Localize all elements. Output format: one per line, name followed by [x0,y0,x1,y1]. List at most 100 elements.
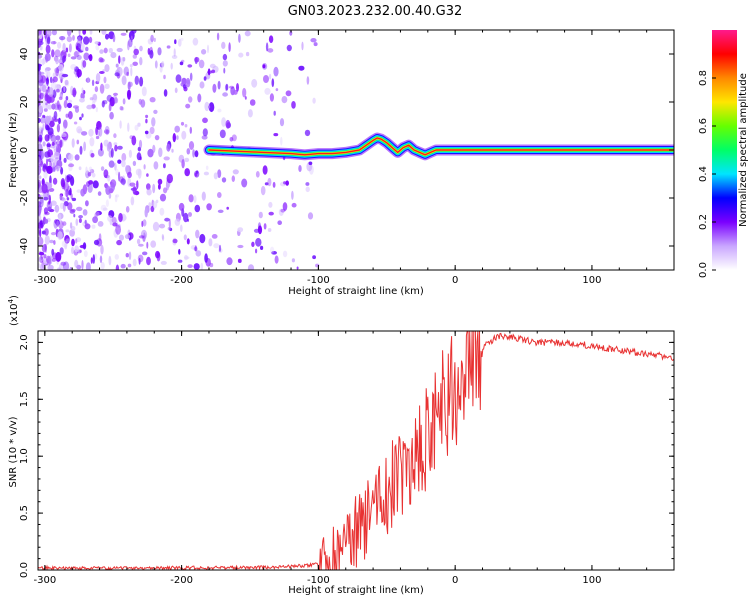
spectrogram-noise-speck [128,149,132,158]
spectrogram-noise-speck [163,187,168,194]
spectrogram-noise-speck [200,262,204,270]
spectrogram-noise-speck [43,207,49,215]
spectrogram-noise-speck [255,248,258,254]
spectrogram-noise-speck [69,222,73,229]
spectrogram-noise-speck [218,244,222,252]
spectrogram-noise-speck [67,30,72,37]
snr-frame [37,330,675,571]
spectrogram-noise-speck [137,254,144,263]
spectrogram-noise-speck [65,238,70,243]
spectrogram-noise-speck [119,106,124,111]
spectrogram-noise [38,30,320,270]
spectrogram-noise-speck [99,71,105,74]
spectrogram-noise-speck [76,126,82,134]
spectrogram-noise-speck [62,182,66,190]
spectrogram-noise-speck [166,143,171,152]
spectrogram-noise-speck [103,47,108,54]
spectrogram-noise-speck [63,119,68,129]
spectrogram-noise-speck [56,206,59,210]
spectrogram-noise-speck [193,195,197,204]
spectrogram-noise-speck [86,104,93,110]
spectrogram-noise-speck [167,227,172,231]
spectrogram-noise-speck [104,64,110,73]
spectrogram-noise-speck [59,36,66,41]
spectrogram-noise-speck [40,263,46,270]
spectrogram-noise-speck [112,34,116,43]
spectrogram-noise-speck [70,64,77,70]
spectrogram-noise-speck [201,49,207,55]
spectrogram-noise-speck [201,191,206,201]
spectrogram-noise-speck [163,156,170,161]
spectrogram-noise-speck [58,117,61,125]
spectrogram-noise-speck [144,130,149,135]
spectrogram-noise-speck [152,144,156,153]
spectrogram-noise-speck [203,171,209,176]
spectrogram-noise-speck [162,235,165,241]
spectrogram-noise-speck [181,77,187,85]
spectrogram-noise-speck [184,157,190,163]
spectrogram-noise-speck [51,116,54,127]
spectrogram-y-label: Frequency (Hz) [8,112,19,188]
spectrogram-noise-speck [121,75,127,86]
spectrogram-noise-speck [105,129,110,134]
spectrogram-noise-speck [283,181,287,185]
spectrogram-noise-speck [107,174,111,182]
spectrogram-noise-speck [100,142,103,151]
spectrogram-noise-speck [125,253,129,258]
spectrogram-noise-speck [160,260,167,265]
spectrogram-noise-speck [100,244,104,255]
spectrogram-noise-speck [193,246,198,252]
spectrogram-noise-speck [53,149,56,153]
spectrogram-noise-speck [76,189,82,193]
spectrogram-noise-speck [104,83,110,90]
spectrogram-noise-speck [153,37,156,43]
spectrogram-y-tick-label: 40 [19,48,30,61]
spectrogram-noise-speck [70,208,76,212]
spectrogram-noise-speck [114,254,120,260]
spectrogram-noise-speck [267,48,274,53]
spectrogram-noise-speck [78,166,82,171]
spectrogram-noise-speck [95,107,98,113]
spectrogram-noise-speck [40,92,45,97]
spectrogram-noise-speck [103,76,107,84]
spectrogram-noise-speck [115,264,120,270]
spectrogram-y-tick-label: 0 [19,147,30,153]
spectrogram-noise-speck [100,166,105,172]
spectrogram-noise-speck [38,205,41,208]
spectrogram-noise-speck [38,154,42,162]
spectrogram-noise-speck [76,45,79,50]
spectrogram-noise-speck [114,194,118,203]
spectrogram-noise-speck [62,127,66,133]
spectrogram-noise-speck [71,197,77,202]
spectrogram-noise-speck [195,229,200,239]
spectrogram-noise-speck [118,212,123,223]
spectrogram-noise-speck [101,100,105,108]
colorbar-tick-label: 0.2 [698,214,709,230]
spectrogram-noise-speck [285,180,290,186]
spectrogram-noise-speck [79,116,82,121]
spectrogram-noise-speck [65,113,69,118]
spectrogram-noise-speck [232,169,239,175]
spectrogram-noise-speck [204,253,208,263]
spectrogram-noise-speck [80,92,85,100]
spectrogram-noise-speck [97,191,102,196]
spectrogram-noise-speck [199,233,206,244]
spectrogram-noise-speck [149,97,156,103]
spectrogram-y-ticks: -40 -20 0 20 40 [19,48,674,254]
spectrogram-noise-speck [127,171,132,179]
spectrogram-noise-speck [47,127,54,136]
spectrogram-noise-speck [265,42,269,52]
spectrogram-noise-speck [60,76,63,84]
spectrogram-noise-speck [269,73,272,80]
spectrogram-x-tick-label: -200 [170,275,193,286]
spectrogram-noise-speck [145,114,149,119]
spectrogram-noise-speck [184,168,190,177]
spectrogram-noise-speck [87,183,93,193]
spectrogram-noise-speck [91,224,96,229]
spectrogram-noise-speck [174,218,181,226]
spectrogram-noise-speck [126,71,129,77]
spectrogram-noise-speck [104,125,110,136]
spectrogram-noise-speck [113,133,117,139]
spectrogram-noise-speck [213,172,218,180]
